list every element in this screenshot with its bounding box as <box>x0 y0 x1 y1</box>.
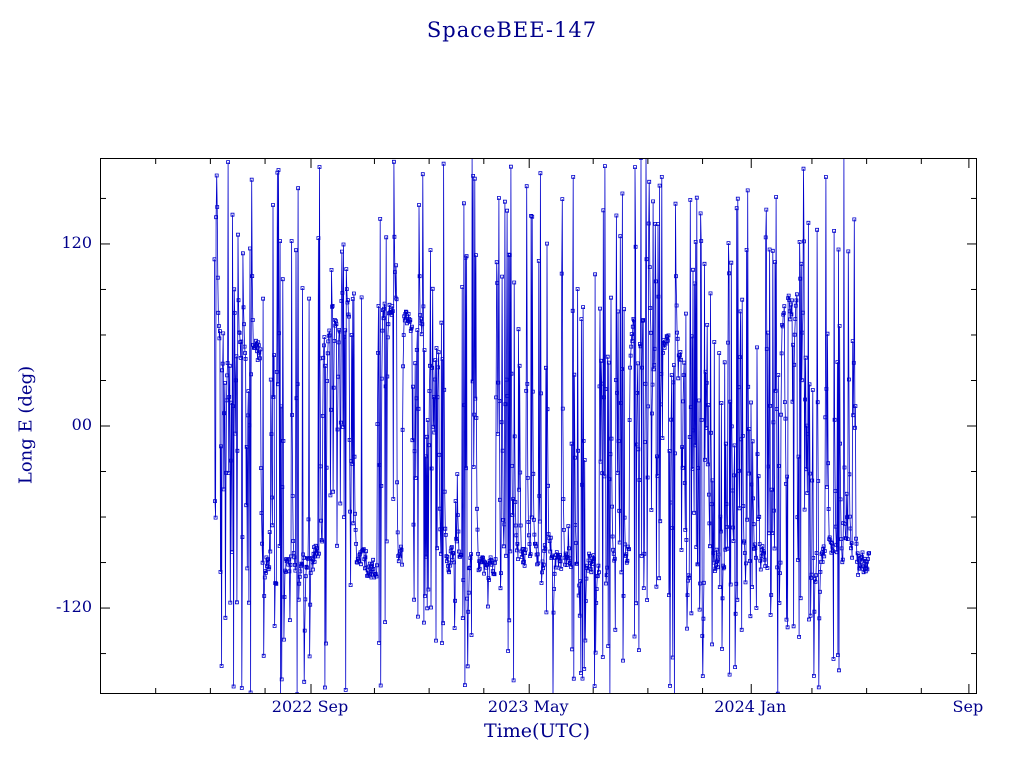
data-series-line <box>214 159 870 693</box>
y-tick-label: 120 <box>61 232 92 252</box>
data-plot <box>101 159 976 693</box>
x-tick-label: 2022 Sep <box>271 697 349 716</box>
chart-title: SpaceBEE-147 <box>426 18 598 42</box>
data-series-markers <box>212 159 871 693</box>
y-tick-label: 00 <box>71 415 92 434</box>
x-axis-label: Time(UTC) <box>483 720 591 742</box>
x-tick-label: Sep <box>952 697 984 716</box>
plot-area <box>100 158 977 694</box>
x-tick-label: 2023 May <box>487 697 569 716</box>
axis-ticks <box>101 159 976 693</box>
y-tick-label: -120 <box>56 597 92 617</box>
x-tick-label: 2024 Jan <box>714 697 787 716</box>
